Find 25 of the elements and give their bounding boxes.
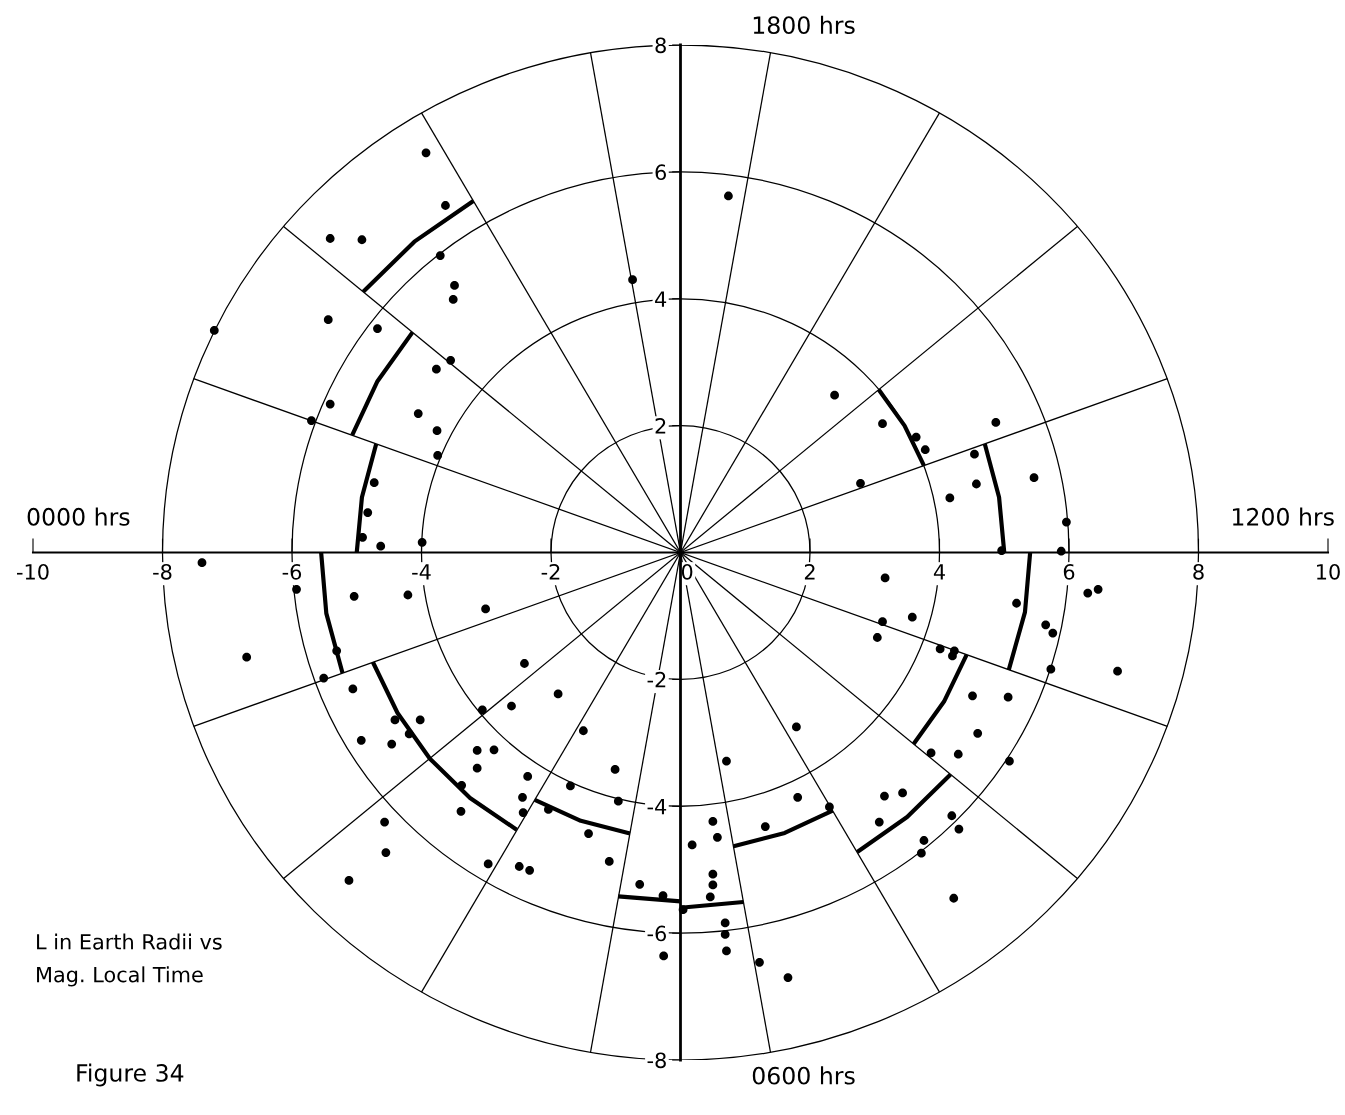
x-tick-label: 6 [1063, 563, 1075, 580]
y-tick-label: 6 [655, 164, 666, 181]
annotation: 0000 hrs [27, 507, 130, 526]
x-tick-label: 4 [933, 564, 945, 580]
y-tick-label: -6 [647, 925, 666, 942]
y-tick-label: -8 [647, 1052, 666, 1069]
y-tick-label: 8 [655, 37, 666, 54]
y-tick-label: 4 [655, 291, 667, 307]
x-tick-label: 8 [1193, 563, 1204, 580]
x-tick-label: 10 [1317, 563, 1340, 580]
x-tick-label: -8 [153, 563, 172, 580]
x-tick-label: -10 [17, 563, 49, 580]
x-tick-label: -4 [412, 564, 431, 580]
y-tick-label: -2 [647, 671, 666, 688]
y-tick-label: 2 [655, 418, 666, 434]
x-tick-label: -6 [282, 563, 302, 580]
y-tick-label: -4 [647, 798, 667, 815]
x-tick-label: 0 [681, 563, 693, 580]
x-tick-label: -2 [541, 563, 560, 580]
x-tick-label: 2 [804, 563, 815, 580]
caption: Figure 34 [77, 1063, 184, 1087]
text: 0600 hrs [752, 1066, 855, 1085]
annotation: 1200 hrs [1232, 507, 1334, 526]
annotation: L in Earth Radii vs Mag. Local Time [37, 933, 222, 987]
text: 1800 hrs [753, 15, 855, 35]
